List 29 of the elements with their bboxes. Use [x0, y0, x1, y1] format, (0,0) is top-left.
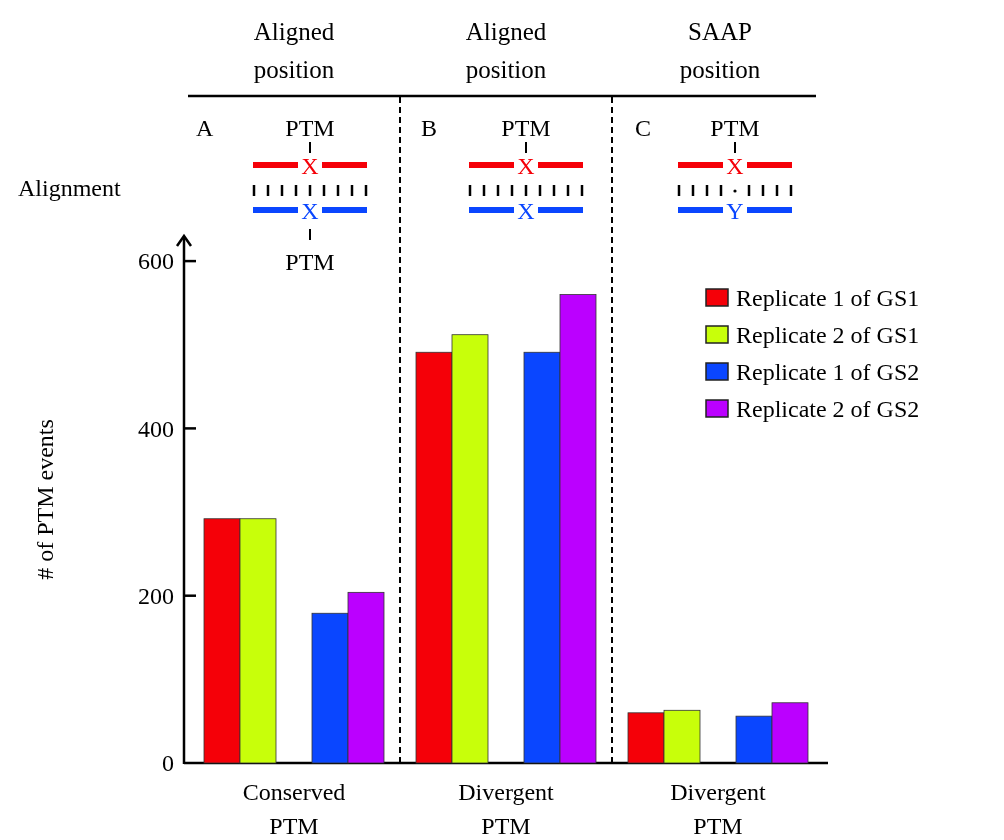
y-tick-label: 200: [138, 583, 174, 610]
legend-label: Replicate 2 of GS2: [736, 396, 920, 423]
legend-label: Replicate 1 of GS1: [736, 285, 920, 312]
text: X: [726, 153, 744, 179]
legend-label: Replicate 2 of GS1: [736, 322, 920, 349]
text: PTM: [285, 115, 335, 141]
y-axis-title: # of PTM events: [32, 419, 58, 580]
text: Alignment: [18, 175, 121, 201]
text: B: [421, 115, 438, 141]
text: X: [301, 153, 319, 179]
text: SAAP position: [679, 18, 761, 83]
text: PTM: [710, 115, 760, 141]
y-tick-label: 0: [162, 750, 174, 777]
text: X: [517, 198, 535, 224]
y-tick-label: 400: [138, 415, 174, 442]
legend-label: Replicate 1 of GS2: [736, 359, 920, 386]
x-tick-label: Divergent PTM: [670, 779, 767, 839]
text: Aligned position: [253, 18, 335, 83]
x-tick-label: Divergent PTM: [458, 779, 555, 839]
annotation: PTM: [285, 249, 335, 275]
text: C: [635, 115, 652, 141]
text: X: [301, 198, 319, 224]
text: Y: [726, 198, 744, 224]
text: PTM: [501, 115, 551, 141]
y-tick-label: 600: [138, 248, 174, 275]
x-tick-label: Conserved PTM: [242, 779, 346, 839]
text: A: [196, 115, 214, 141]
text: X: [517, 153, 535, 179]
text: Aligned position: [465, 18, 547, 83]
